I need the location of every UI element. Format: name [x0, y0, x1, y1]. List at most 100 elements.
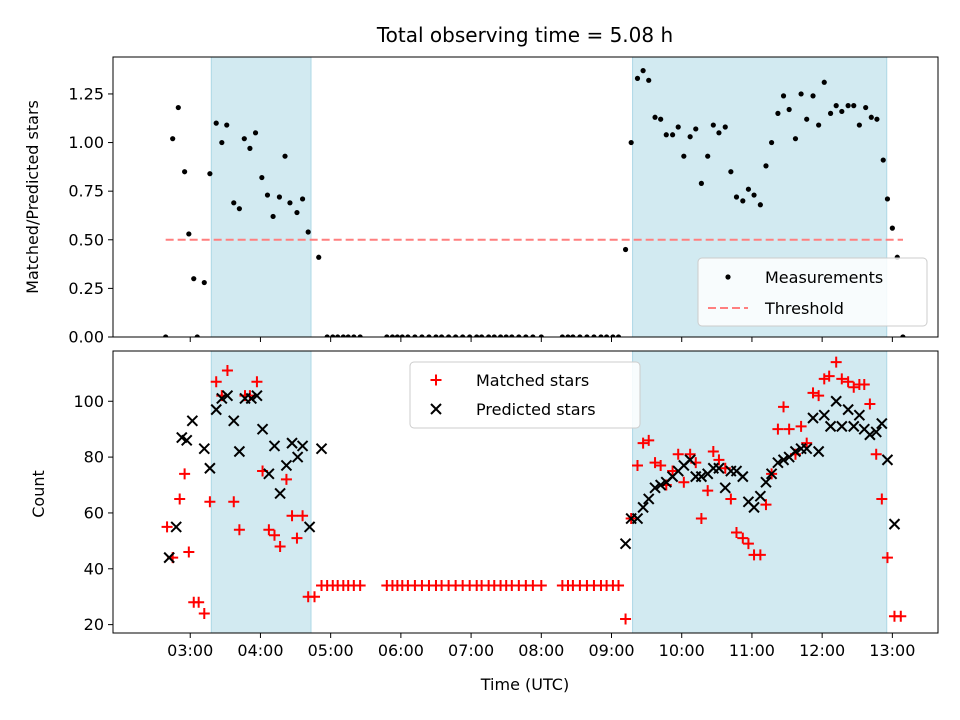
measurements-point — [705, 153, 711, 159]
measurements-point — [559, 334, 565, 337]
predicted-stars-point — [684, 454, 696, 466]
x-tick-label: 09:00 — [588, 641, 634, 660]
measurements-point — [287, 200, 293, 206]
predicted-stars-point — [274, 487, 286, 500]
matched-stars-point — [309, 591, 321, 603]
measurements-point — [663, 132, 669, 138]
predicted-stars-point — [713, 462, 725, 474]
matched-stars-point — [354, 580, 366, 592]
predicted-stars-point — [772, 456, 784, 469]
measurements-point — [646, 77, 652, 83]
matched-stars-point — [881, 552, 893, 564]
predicted-stars-point — [280, 459, 293, 472]
matched-stars-point — [672, 448, 684, 460]
axes-frame — [112, 56, 939, 338]
matched-stars-point — [274, 540, 286, 552]
predicted-stars-point — [245, 392, 258, 405]
measurements-point — [394, 334, 400, 337]
measurements-point — [810, 93, 816, 99]
measurements-point — [821, 79, 827, 85]
measurements-point — [530, 334, 536, 337]
matched-stars-point — [286, 510, 298, 522]
measurements-point — [241, 136, 247, 142]
matched-stars-point — [813, 390, 825, 402]
matched-stars-point — [620, 613, 632, 625]
matched-stars-point — [268, 529, 280, 541]
measurements-point — [194, 334, 200, 337]
legend-measurements-label: Measurements — [765, 268, 883, 287]
matched-stars-point — [795, 420, 807, 432]
x-tick-label: 08:00 — [518, 641, 564, 660]
measurements-point — [698, 180, 704, 186]
measurements-point — [889, 225, 895, 231]
measurements-point — [460, 334, 466, 337]
y-tick-label: 100 — [73, 392, 104, 411]
predicted-stars-point — [163, 551, 175, 564]
predicted-stars-point — [263, 468, 275, 480]
measurements-point — [628, 139, 634, 146]
measurements-point — [509, 334, 515, 337]
measurements-point — [433, 334, 439, 337]
measurements-point — [236, 206, 242, 212]
measurements-point — [652, 114, 658, 120]
predicted-stars-point — [870, 426, 882, 438]
x-tick-label: 04:00 — [237, 641, 283, 660]
shaded-span — [211, 57, 311, 337]
matched-stars-point — [649, 457, 661, 469]
legend: Measurements Threshold — [697, 257, 928, 327]
measurements-point — [412, 334, 418, 337]
measurements-point — [584, 334, 590, 337]
measurements-point — [751, 192, 757, 198]
measurements-point — [259, 174, 265, 181]
predicted-stars-point — [198, 443, 210, 455]
matched-stars-point — [707, 446, 719, 458]
predicted-stars-point — [221, 389, 234, 402]
matched-stars-point — [823, 370, 835, 382]
measurements-point — [622, 246, 629, 253]
matched-stars-point — [233, 524, 245, 536]
shaded-span — [632, 351, 887, 633]
bottom-xlabel: Time (UTC) — [480, 675, 569, 694]
legend-matched-marker — [430, 374, 442, 386]
legend-box — [409, 361, 641, 429]
predicted-stars-point — [888, 518, 901, 530]
predicted-stars-point — [842, 403, 854, 416]
measurements-point — [880, 157, 886, 163]
measurements-point — [733, 194, 740, 200]
measurements-point — [768, 139, 775, 146]
legend: Matched stars Predicted stars — [409, 361, 641, 429]
predicted-stars-point — [881, 454, 894, 466]
matched-stars-point — [251, 376, 263, 388]
matched-stars-point — [830, 356, 842, 368]
matched-stars-point — [783, 423, 795, 435]
predicted-stars-point — [233, 445, 246, 458]
measurements-point — [335, 334, 341, 337]
measurements-point — [804, 116, 810, 122]
x-tick-label: 10:00 — [659, 641, 705, 660]
top-ylabel: Matched/Predicted stars — [23, 100, 42, 294]
measurements-point — [426, 334, 432, 337]
measurements-point — [324, 334, 330, 337]
y-tick-label: 20 — [84, 615, 104, 634]
measurements-point — [224, 122, 230, 128]
matched-stars-point — [228, 496, 240, 508]
measurements-point — [389, 334, 396, 337]
x-tick-label: 06:00 — [378, 641, 424, 660]
predicted-stars-point — [291, 451, 304, 463]
measurements-point — [786, 106, 792, 113]
matched-stars-point — [742, 538, 754, 550]
legend-predicted-marker — [430, 403, 442, 415]
matched-stars-point — [737, 532, 749, 544]
matched-stars-point — [535, 580, 547, 592]
measurements-point — [340, 334, 346, 337]
predicted-stars-point — [204, 462, 216, 474]
predicted-stars-point — [777, 454, 790, 466]
predicted-stars-point — [251, 389, 263, 402]
predicted-stars-point — [848, 420, 860, 433]
predicted-stars-point — [619, 537, 632, 550]
predicted-stars-point — [876, 417, 888, 430]
predicted-stars-point — [695, 470, 708, 483]
measurements-point — [728, 169, 734, 175]
measurements-point — [839, 108, 845, 115]
predicted-stars-point — [830, 395, 842, 407]
